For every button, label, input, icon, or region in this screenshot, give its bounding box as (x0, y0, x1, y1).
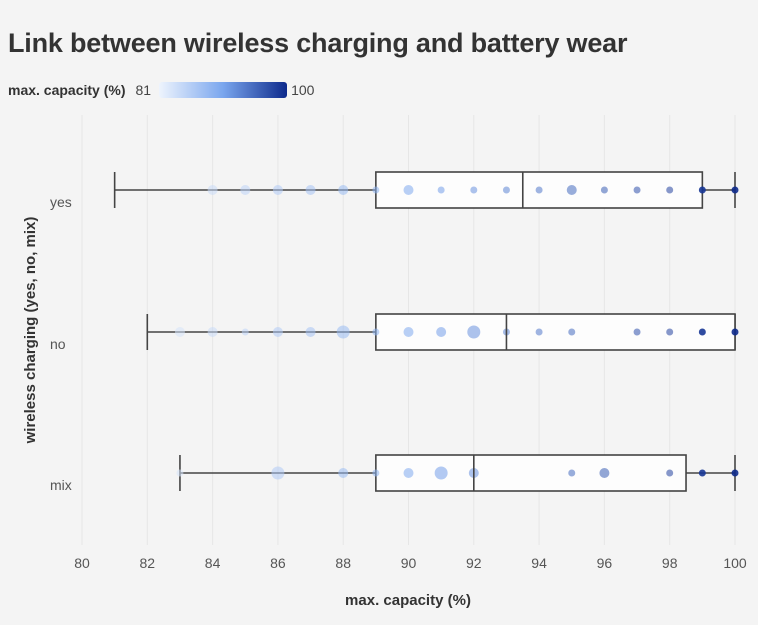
data-point (437, 186, 445, 194)
data-point (240, 185, 251, 195)
chart-title: Link between wireless charging and batte… (8, 28, 628, 58)
data-point (372, 469, 380, 477)
data-point (633, 186, 641, 194)
x-tick-label: 80 (74, 555, 90, 571)
data-point (566, 185, 577, 195)
data-point (272, 185, 283, 195)
data-point (535, 328, 543, 336)
data-point (731, 328, 739, 336)
data-point (731, 469, 739, 477)
x-tick-label: 90 (401, 555, 417, 571)
data-point (535, 186, 543, 194)
x-tick-label: 94 (531, 555, 547, 571)
y-tick-label: no (50, 336, 66, 352)
data-point (502, 186, 510, 194)
y-tick-label: yes (50, 194, 72, 210)
legend-max: 100 (291, 82, 315, 98)
box-iqr (375, 454, 687, 492)
x-tick-label: 92 (466, 555, 482, 571)
x-axis-label: max. capacity (%) (345, 592, 471, 609)
x-tick-label: 86 (270, 555, 286, 571)
data-point (372, 328, 380, 336)
data-point (698, 469, 706, 477)
legend-min: 81 (135, 82, 152, 98)
box-iqr (375, 313, 736, 351)
data-point (207, 185, 218, 195)
legend-title: max. capacity (%) (8, 82, 126, 98)
data-point (467, 325, 481, 339)
data-point (633, 328, 641, 336)
data-point (698, 328, 706, 336)
data-point (174, 327, 185, 337)
data-point (666, 328, 674, 336)
data-point (666, 469, 674, 477)
x-tick-label: 98 (662, 555, 678, 571)
data-point (305, 327, 316, 337)
x-tick-label: 84 (205, 555, 221, 571)
data-point (600, 186, 608, 194)
data-point (336, 325, 350, 339)
x-tick-label: 96 (597, 555, 613, 571)
data-point (176, 469, 184, 477)
data-point (241, 328, 249, 336)
data-point (434, 466, 448, 480)
data-point (207, 327, 218, 337)
legend-gradient (159, 82, 288, 98)
data-point (731, 186, 739, 194)
data-point (272, 327, 283, 337)
data-point (698, 186, 706, 194)
data-point (436, 327, 447, 337)
x-tick-label: 82 (140, 555, 156, 571)
data-point (305, 185, 316, 195)
data-point (599, 468, 610, 478)
data-point (666, 186, 674, 194)
color-legend: max. capacity (%) 81 100 (8, 80, 314, 100)
data-point (403, 185, 414, 195)
data-point (403, 468, 414, 478)
data-point (403, 327, 414, 337)
x-tick-label: 88 (335, 555, 351, 571)
data-point (372, 186, 380, 194)
y-axis-label: wireless charging (yes, no, mix) (22, 217, 39, 445)
data-point (338, 185, 349, 195)
y-tick-label: mix (50, 477, 72, 493)
data-point (470, 186, 478, 194)
data-point (568, 469, 576, 477)
x-tick-label: 100 (723, 555, 747, 571)
data-point (271, 466, 285, 480)
data-point (338, 468, 349, 478)
data-point (568, 328, 576, 336)
